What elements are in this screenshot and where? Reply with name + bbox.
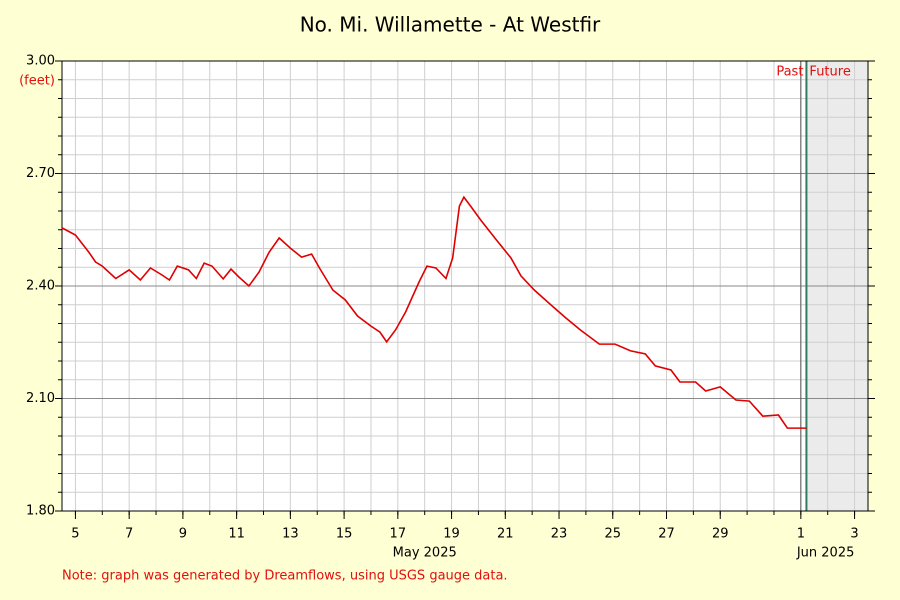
x-tick-label: 9 <box>179 527 187 542</box>
y-tick-label: 2.10 <box>26 391 55 406</box>
past-label: Past <box>776 65 803 80</box>
note: Note: graph was generated by Dreamflows,… <box>62 569 508 584</box>
x-tick-label: 25 <box>604 527 621 542</box>
x-tick-label: 5 <box>71 527 79 542</box>
x-tick-label: 15 <box>336 527 353 542</box>
future-label: Future <box>809 65 850 80</box>
x-tick-label: 19 <box>443 527 460 542</box>
y-tick-label: 2.40 <box>26 279 55 294</box>
x-tick-label: 7 <box>125 527 133 542</box>
y-unit-label: (feet) <box>19 74 55 89</box>
x-tick-label: 1 <box>797 527 805 542</box>
y-tick-label: 3.00 <box>26 54 55 69</box>
plot-frame <box>61 60 869 512</box>
x-tick-label: 27 <box>658 527 675 542</box>
x-tick-label: 17 <box>390 527 407 542</box>
month-label: Jun 2025 <box>796 546 855 561</box>
month-label: May 2025 <box>393 546 457 561</box>
y-tick-label: 2.70 <box>26 166 55 181</box>
x-tick-label: 21 <box>497 527 514 542</box>
x-tick-label: 29 <box>712 527 729 542</box>
x-tick-label: 23 <box>551 527 568 542</box>
y-tick-label: 1.80 <box>26 504 55 519</box>
series-line <box>61 195 807 429</box>
chart-title: No. Mi. Willamette - At Westfir <box>300 13 601 37</box>
x-tick-label: 3 <box>850 527 858 542</box>
x-tick-label: 13 <box>282 527 299 542</box>
x-tick-label: 11 <box>228 527 245 542</box>
